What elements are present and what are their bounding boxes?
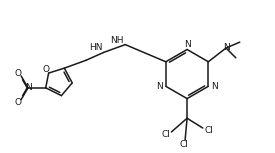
Text: N: N: [156, 82, 163, 91]
Text: NH: NH: [110, 36, 123, 45]
Text: Cl: Cl: [204, 127, 213, 136]
Text: O: O: [42, 65, 49, 74]
Text: Cl: Cl: [161, 130, 170, 139]
Text: O: O: [15, 69, 22, 78]
Text: N: N: [211, 82, 218, 91]
Text: O: O: [15, 98, 22, 107]
Text: N: N: [224, 43, 230, 52]
Text: N: N: [184, 40, 191, 49]
Text: HN: HN: [89, 43, 103, 52]
Text: Cl: Cl: [180, 140, 189, 149]
Text: N: N: [25, 83, 31, 92]
